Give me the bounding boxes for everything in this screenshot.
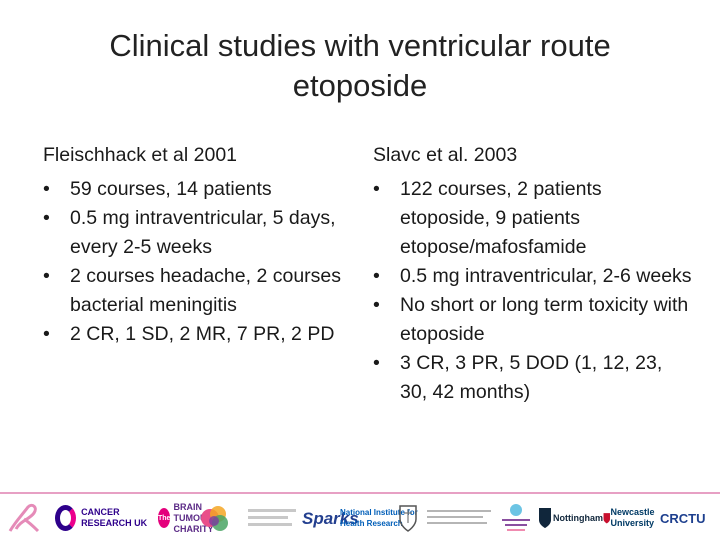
newcastle-university-logo: Newcastle University bbox=[603, 500, 659, 536]
left-bullet-item: 0.5 mg intraventricular, 5 days, every 2… bbox=[43, 204, 353, 262]
nihr-logo-text: National Institute for Health Research bbox=[340, 508, 418, 528]
brain-charity-text: BRAIN TUMOUR CHARITY bbox=[173, 501, 214, 534]
brain-charity-badge: The bbox=[158, 508, 171, 528]
right-bullet-item: 122 courses, 2 patients etoposide, 9 pat… bbox=[373, 175, 693, 262]
grey-text-icon bbox=[248, 509, 296, 526]
sparks-logo: Sparks bbox=[302, 500, 362, 536]
uon-logo-text: Nottingham bbox=[553, 512, 603, 523]
crest-icon bbox=[399, 505, 417, 532]
nottingham-hospitals-logo bbox=[425, 500, 505, 536]
crctu-logo-text: CRCTU bbox=[660, 510, 706, 526]
right-column-heading: Slavc et al. 2003 bbox=[373, 144, 518, 166]
slide-title-line-1: Clinical studies with ventricular route bbox=[109, 28, 611, 63]
childrens-brain-tumour-logo bbox=[496, 500, 538, 536]
right-bullet-item: 0.5 mg intraventricular, 2-6 weeks bbox=[373, 262, 693, 291]
sparks-logo-text: Sparks bbox=[302, 508, 359, 528]
ribbon-icon bbox=[8, 503, 40, 533]
right-bullet-item: No short or long term toxicity with etop… bbox=[373, 291, 693, 349]
ncl-crest-icon bbox=[603, 513, 610, 524]
childrens-icon bbox=[502, 504, 530, 531]
left-bullet-item: 59 courses, 14 patients bbox=[43, 175, 353, 204]
pink-ribbon-logo bbox=[6, 500, 46, 536]
left-column-heading: Fleischhack et al 2001 bbox=[43, 144, 238, 166]
cancer-research-uk-logo: CANCER RESEARCH UK bbox=[55, 500, 155, 536]
grey-text-logo bbox=[246, 500, 306, 536]
left-bullet-item: 2 CR, 1 SD, 2 MR, 7 PR, 2 PD bbox=[43, 320, 353, 349]
slide-title-line-2: etoposide bbox=[292, 68, 428, 103]
colorful-emblem-logo bbox=[196, 500, 244, 536]
hospital-text-icon bbox=[427, 510, 491, 524]
right-bullet-item: 3 CR, 3 PR, 5 DOD (1, 12, 23, 30, 42 mon… bbox=[373, 349, 693, 407]
uon-crest-icon bbox=[539, 508, 551, 528]
crctu-logo: CRCTU bbox=[660, 500, 718, 536]
cruk-logo-text: CANCER RESEARCH UK bbox=[81, 507, 148, 528]
ncl-logo-text: Newcastle University bbox=[610, 507, 655, 528]
left-bullet-list: 59 courses, 14 patients 0.5 mg intravent… bbox=[43, 175, 353, 349]
left-bullet-item: 2 courses headache, 2 courses bacterial … bbox=[43, 262, 353, 320]
emblem-icon bbox=[201, 506, 228, 531]
cruk-mark-icon bbox=[55, 505, 77, 531]
slide-title: Clinical studies with ventricular route … bbox=[20, 26, 700, 106]
right-bullet-list: 122 courses, 2 patients etoposide, 9 pat… bbox=[373, 175, 693, 407]
sponsor-logo-strip: CANCER RESEARCH UK The BRAIN TUMOUR CHAR… bbox=[0, 492, 720, 542]
university-of-nottingham-logo: Nottingham bbox=[537, 500, 607, 536]
nihr-logo: National Institute for Health Research bbox=[340, 500, 418, 536]
brain-tumour-charity-logo: The BRAIN TUMOUR CHARITY bbox=[158, 500, 233, 536]
crest-logo bbox=[397, 500, 422, 536]
